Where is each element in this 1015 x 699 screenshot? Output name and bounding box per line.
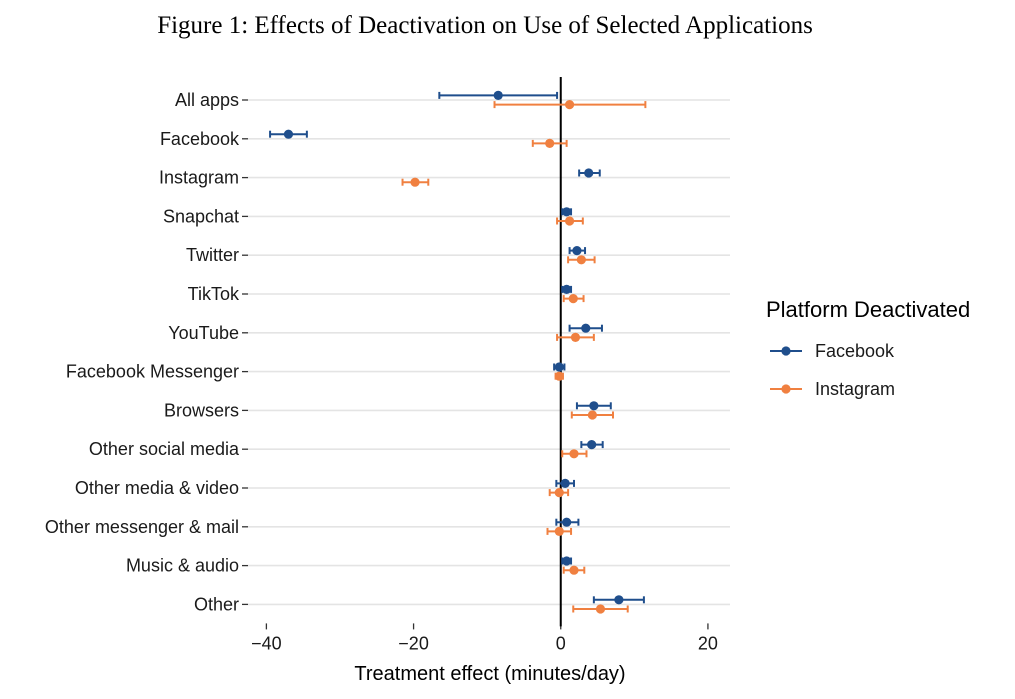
- y-tick-label: Music & audio: [126, 556, 239, 576]
- instagram-point: [554, 371, 564, 381]
- x-tick-label: 0: [556, 633, 566, 653]
- gridlines: [248, 99, 730, 606]
- instagram-point: [545, 138, 555, 148]
- legend-facebook-label: Facebook: [815, 341, 895, 361]
- y-tick-label: Facebook: [160, 129, 240, 149]
- y-tick-label: Browsers: [164, 400, 239, 420]
- facebook-point: [614, 595, 624, 605]
- instagram-point: [595, 604, 606, 614]
- y-tick-label: Twitter: [186, 245, 239, 265]
- facebook-point: [589, 401, 599, 411]
- instagram-point: [568, 294, 578, 304]
- instagram-point: [564, 216, 575, 226]
- y-tick-label: Other: [194, 594, 239, 614]
- y-tick-label: TikTok: [188, 284, 240, 304]
- instagram-point: [570, 332, 581, 342]
- facebook-point: [584, 168, 594, 178]
- instagram-point: [587, 410, 597, 420]
- y-tick-label: Facebook Messenger: [66, 362, 239, 382]
- y-tick-label: Other media & video: [75, 478, 239, 498]
- instagram-point: [569, 449, 579, 459]
- facebook-point: [562, 517, 572, 527]
- legend: Platform Deactivated Facebook Instagram: [766, 297, 970, 399]
- facebook-point: [493, 90, 503, 100]
- y-tick-label: All apps: [175, 90, 239, 110]
- facebook-point: [581, 323, 591, 333]
- instagram-point: [569, 565, 579, 575]
- y-tick-label: Snapchat: [163, 206, 239, 226]
- instagram-point: [564, 100, 575, 110]
- y-tick-label: YouTube: [168, 323, 239, 343]
- facebook-point: [562, 556, 572, 566]
- y-tick-label: Other social media: [89, 439, 240, 459]
- facebook-point: [283, 129, 294, 139]
- x-axis: −40 −20 0 20: [251, 623, 718, 653]
- legend-title: Platform Deactivated: [766, 297, 970, 322]
- x-tick-label: −40: [251, 633, 282, 653]
- facebook-point: [554, 362, 564, 372]
- legend-facebook-point: [781, 346, 791, 356]
- facebook-point: [587, 440, 597, 450]
- figure-title: Figure 1: Effects of Deactivation on Use…: [157, 12, 813, 39]
- x-axis-title: Treatment effect (minutes/day): [354, 663, 625, 685]
- instagram-point: [554, 488, 564, 498]
- y-axis: All apps Facebook Instagram Snapchat Twitter…: [45, 90, 248, 614]
- x-tick-label: −20: [398, 633, 429, 653]
- y-tick-label: Other messenger & mail: [45, 517, 239, 537]
- facebook-point: [562, 284, 572, 294]
- legend-instagram-point: [781, 384, 791, 394]
- instagram-point: [576, 255, 586, 265]
- facebook-point: [560, 478, 570, 488]
- instagram-point: [554, 526, 564, 537]
- instagram-point: [410, 177, 420, 187]
- x-tick-label: 20: [698, 633, 718, 653]
- y-tick-label: Instagram: [159, 168, 239, 188]
- facebook-point: [562, 207, 572, 217]
- data-marks: [269, 90, 647, 614]
- legend-instagram-label: Instagram: [815, 379, 895, 399]
- facebook-point: [572, 246, 582, 256]
